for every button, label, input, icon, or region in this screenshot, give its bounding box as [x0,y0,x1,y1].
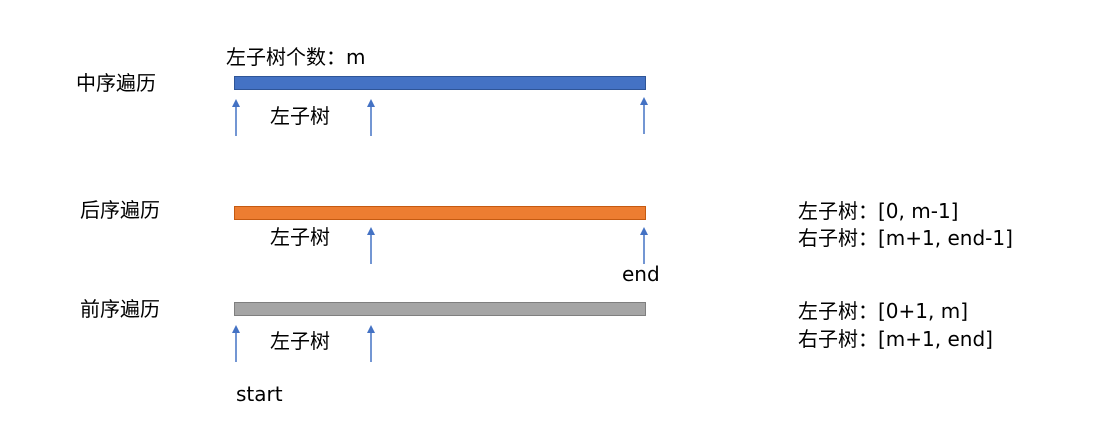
preorder-left-subtree-label: 左子树 [270,329,330,353]
inorder-arrow-end [638,96,650,134]
inorder-bar [234,76,646,90]
preorder-arrow-start [230,324,242,362]
inorder-arrow-start [230,98,242,136]
preorder-left-range: 左子树：[0+1, m] [798,299,969,323]
inorder-arrow-mid [365,98,377,136]
postorder-bar [234,206,646,220]
preorder-right-range: 右子树：[m+1, end] [798,327,993,351]
preorder-arrow-mid [365,324,377,362]
inorder-title: 中序遍历 [76,71,156,95]
postorder-left-range: 左子树：[0, m-1] [798,199,959,223]
inorder-left-subtree-label: 左子树 [270,104,330,128]
preorder-start-label: start [236,382,283,406]
postorder-arrow-mid [365,226,377,264]
postorder-title: 后序遍历 [80,198,160,222]
preorder-title: 前序遍历 [80,297,160,321]
postorder-left-subtree-label: 左子树 [270,225,330,249]
postorder-end-label: end [622,262,660,286]
postorder-arrow-end [638,226,650,264]
preorder-bar [234,302,646,316]
left-subtree-count-note: 左子树个数：m [226,45,366,69]
postorder-right-range: 右子树：[m+1, end-1] [798,226,1013,250]
